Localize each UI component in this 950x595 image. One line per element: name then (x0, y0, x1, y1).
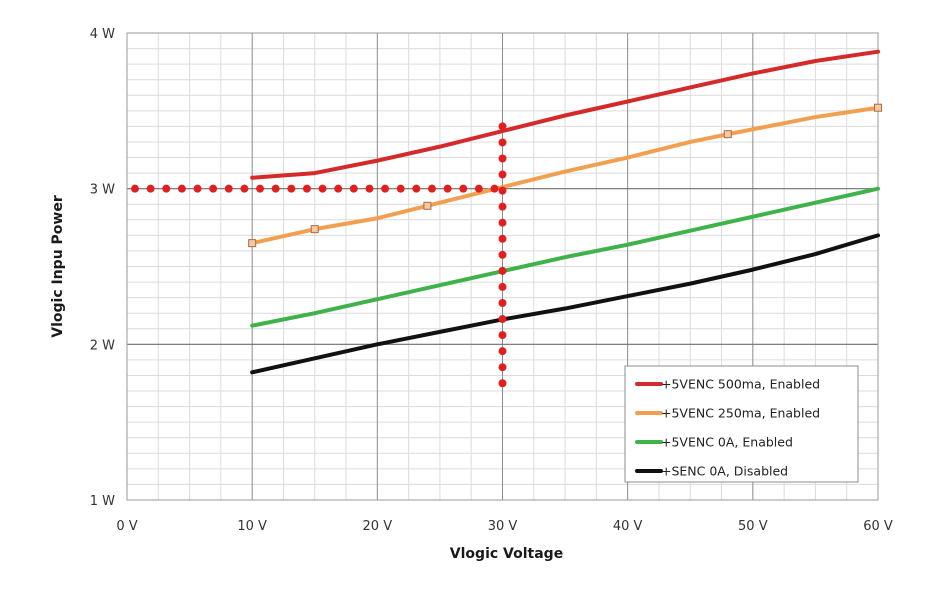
x-tick-label: 30 V (488, 519, 518, 534)
guide-dot (349, 184, 358, 193)
guide-dot (209, 184, 218, 193)
guide-dot (318, 184, 327, 193)
guide-dot (287, 184, 296, 193)
series-marker (723, 130, 732, 139)
guide-dot (490, 184, 499, 193)
guide-dot (498, 234, 507, 243)
y-axis-title: Vlogic Inpu Power (50, 195, 66, 338)
guide-dot (459, 184, 468, 193)
guide-dot (498, 282, 507, 291)
guide-dot (498, 154, 507, 163)
guide-dot (271, 184, 280, 193)
x-tick-label: 0 V (116, 519, 137, 534)
guide-dot (162, 184, 171, 193)
x-tick-label: 60 V (863, 519, 893, 534)
y-tick-label: 1 W (90, 494, 115, 509)
guide-dot (443, 184, 452, 193)
guide-dot (498, 202, 507, 211)
series-line (250, 233, 880, 375)
annotation-layer (131, 122, 507, 388)
legend-label: +5VENC 0A, Enabled (661, 435, 793, 450)
y-tick-label: 2 W (90, 338, 115, 353)
guide-dot (498, 186, 507, 195)
legend-label: +SENC 0A, Disabled (661, 464, 788, 479)
x-tick-label: 10 V (237, 519, 267, 534)
legend: +5VENC 500ma, Enabled +5VENC 250ma, Enabl… (624, 365, 859, 483)
guide-dot (498, 363, 507, 372)
guide-dot (240, 184, 249, 193)
guide-dot (396, 184, 405, 193)
guide-dot (427, 184, 436, 193)
guide-dot (131, 184, 139, 193)
x-axis-title: Vlogic Voltage (450, 546, 563, 562)
guide-dot (302, 184, 311, 193)
guide-dot (498, 266, 507, 275)
guide-dot (381, 184, 390, 193)
guide-dot (474, 184, 483, 193)
series-marker (248, 239, 257, 248)
guide-dot (498, 122, 507, 131)
legend-box (624, 365, 859, 483)
series-line (250, 186, 880, 328)
x-tick-label: 40 V (613, 519, 643, 534)
series-line (250, 105, 880, 246)
guide-dot (498, 298, 507, 307)
guide-dot (498, 379, 507, 388)
guide-dot (412, 184, 421, 193)
x-tick-label: 50 V (738, 519, 768, 534)
series-marker (874, 103, 882, 112)
guide-dot (498, 138, 507, 147)
series-marker (423, 201, 432, 210)
guide-dot (224, 184, 233, 193)
guide-dot (498, 315, 507, 324)
guide-dot (498, 347, 507, 356)
x-tick-label: 20 V (363, 519, 393, 534)
legend-label: +5VENC 500ma, Enabled (661, 377, 820, 392)
guide-dot (365, 184, 374, 193)
guide-dot (256, 184, 265, 193)
guide-dot (193, 184, 202, 193)
y-tick-label: 4 W (90, 27, 115, 42)
series-line (250, 49, 880, 180)
legend-label: +5VENC 250ma, Enabled (661, 406, 820, 421)
guide-dot (146, 184, 155, 193)
tick-labels: 0 V 10 V 20 V 30 V 40 V 50 V 60 V 1 W 2 W 3 W 4 W (90, 27, 893, 534)
guide-dot (177, 184, 186, 193)
guide-dot (498, 331, 507, 340)
guide-dot (498, 218, 507, 227)
plot-frame (126, 32, 879, 501)
guide-dot (334, 184, 343, 193)
series-layer (248, 49, 882, 375)
series-marker (310, 225, 319, 234)
guide-dot (498, 250, 507, 259)
y-tick-label: 3 W (90, 183, 115, 198)
guide-dot (498, 170, 507, 179)
